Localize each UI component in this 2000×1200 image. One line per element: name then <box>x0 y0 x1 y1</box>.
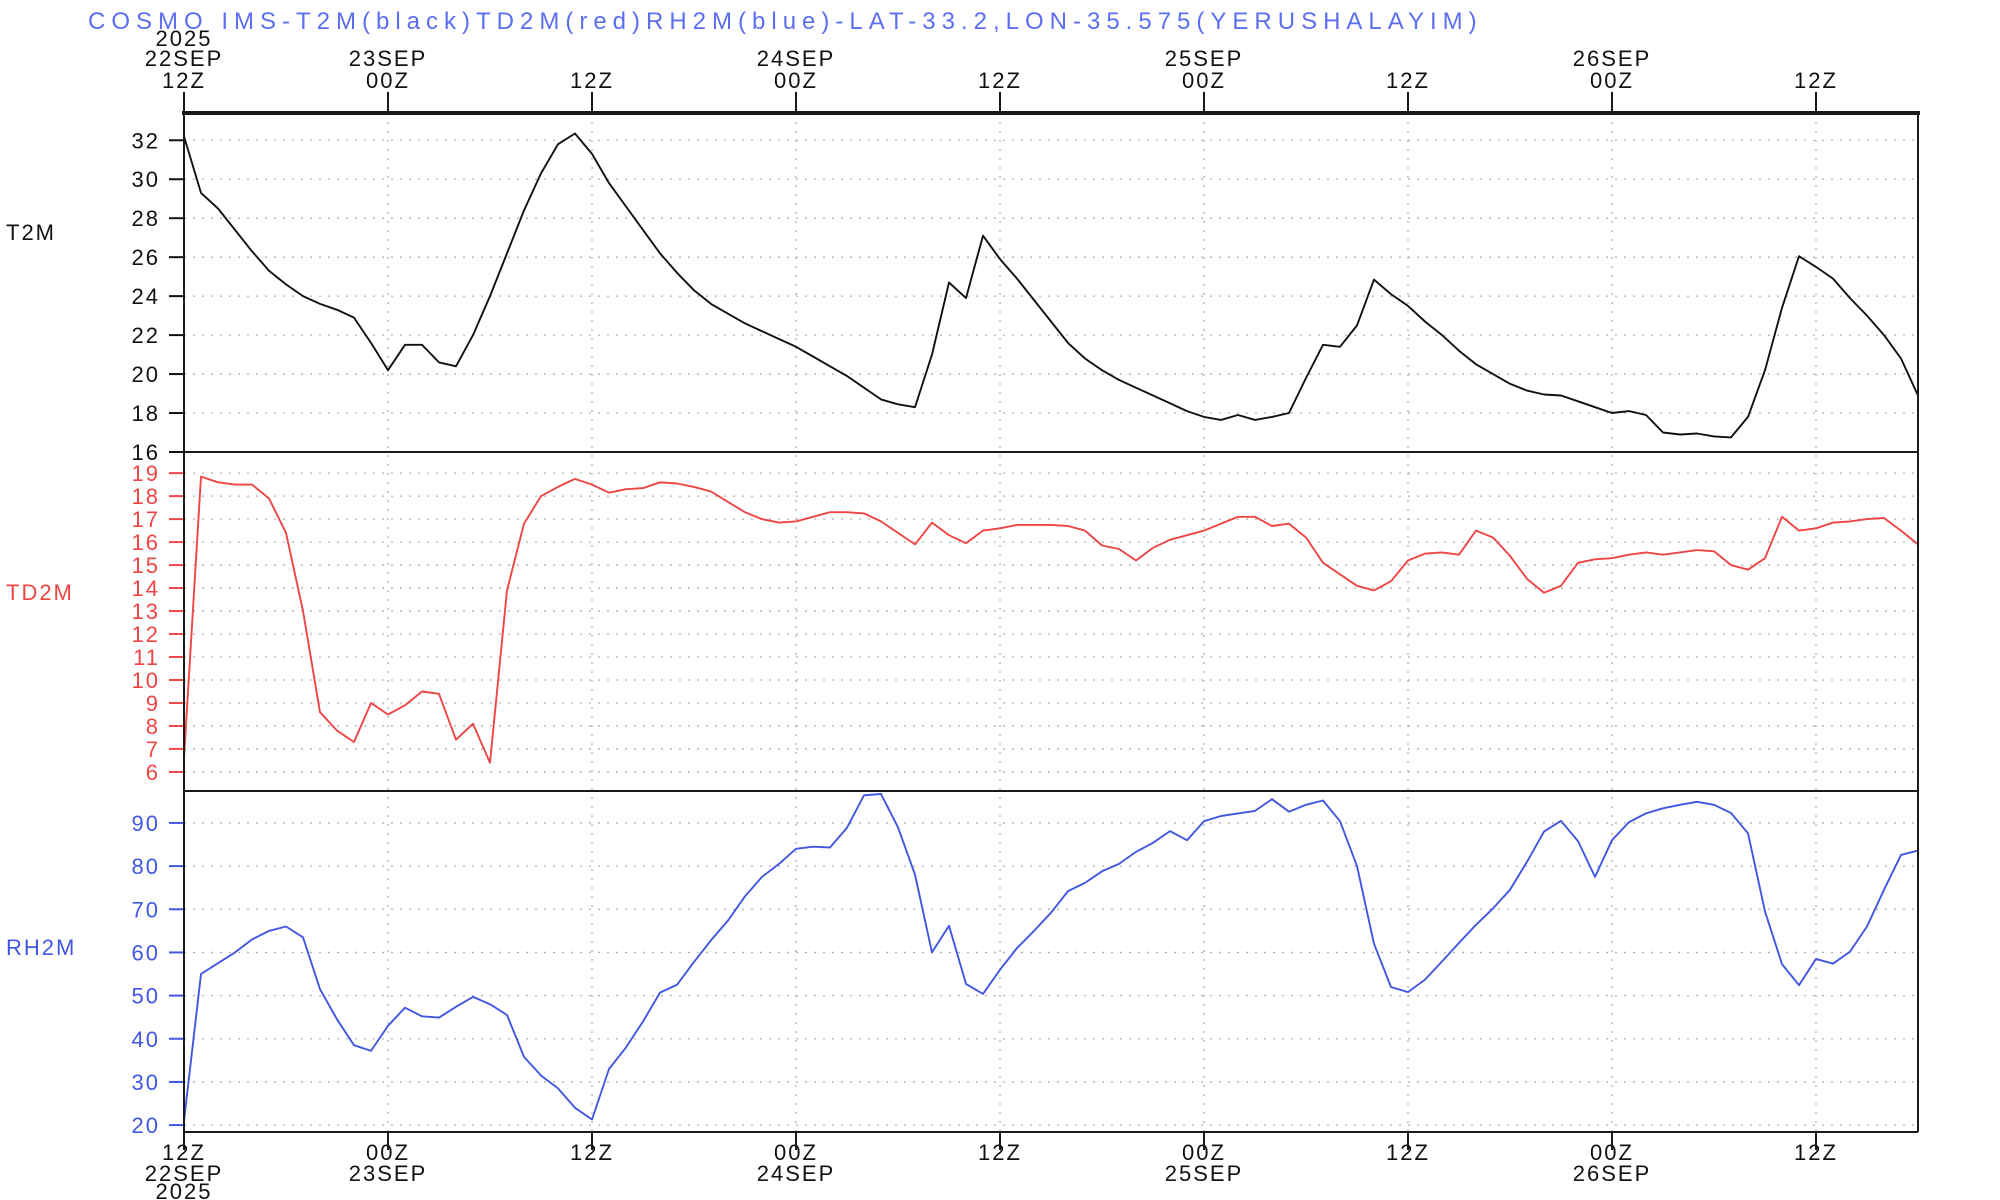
panel-t2m: 32 30 28 26 24 22 20 18 16 T2M <box>6 128 1919 465</box>
top-hour-label: 12Z <box>1386 68 1430 93</box>
rh2m-curve <box>183 793 1919 1122</box>
top-hour-label: 12Z <box>162 68 206 93</box>
top-date-label: 26SEP <box>1573 46 1652 71</box>
bottom-hour-label: 00Z <box>1590 1140 1634 1165</box>
top-hour-label: 12Z <box>570 68 614 93</box>
top-date-label: 22SEP <box>145 46 224 71</box>
bottom-hour-label: 12Z <box>162 1140 206 1165</box>
time-axis: 12Z12Z22SEP22SEP2025202500Z00Z23SEP23SEP… <box>145 26 1838 1200</box>
td2m-ytick-label: 13 <box>132 599 160 624</box>
panel-rh2m: 90 80 70 60 50 40 30 20 RH2M <box>6 793 1919 1138</box>
rh2m-ytick-label: 60 <box>132 940 160 965</box>
bottom-date-label: 24SEP <box>757 1161 836 1186</box>
t2m-ytick-label: 18 <box>132 401 160 426</box>
td2m-ytick-label: 15 <box>132 553 160 578</box>
td2m-ytick-label: 12 <box>132 622 160 647</box>
td2m-ytick-label: 17 <box>132 507 160 532</box>
bottom-date-label: 23SEP <box>349 1161 428 1186</box>
top-hour-label: 12Z <box>978 68 1022 93</box>
t2m-ytick-label: 22 <box>132 323 160 348</box>
top-hour-label: 00Z <box>1590 68 1634 93</box>
vertical-gridlines <box>387 113 1817 1132</box>
td2m-ytick-label: 10 <box>132 668 160 693</box>
rh2m-ytick-label: 50 <box>132 984 160 1009</box>
top-hour-label: 00Z <box>774 68 818 93</box>
bottom-hour-label: 12Z <box>978 1140 1022 1165</box>
rh2m-ytick-label: 80 <box>132 854 160 879</box>
panel-label-rh2m: RH2M <box>6 935 76 960</box>
td2m-ytick-label: 19 <box>132 461 160 486</box>
td2m-ytick-label: 8 <box>146 714 160 739</box>
td2m-ytick-label: 7 <box>146 737 160 762</box>
bottom-hour-label: 00Z <box>1182 1140 1226 1165</box>
td2m-ytick-label: 9 <box>146 691 160 716</box>
bottom-date-label: 25SEP <box>1165 1161 1244 1186</box>
panel-borders <box>182 111 1920 1133</box>
t2m-ytick-label: 28 <box>132 206 160 231</box>
td2m-ytick-label: 18 <box>132 484 160 509</box>
bottom-hour-label: 12Z <box>1386 1140 1430 1165</box>
rh2m-ytick-label: 90 <box>132 811 160 836</box>
rh2m-ytick-label: 20 <box>132 1113 160 1138</box>
rh2m-ytick-label: 30 <box>132 1070 160 1095</box>
top-year-label: 2025 <box>156 26 213 51</box>
t2m-ytick-label: 26 <box>132 245 160 270</box>
rh2m-ytick-label: 70 <box>132 897 160 922</box>
td2m-ytick-label: 11 <box>133 645 160 670</box>
t2m-ytick-label: 30 <box>132 167 160 192</box>
t2m-curve <box>183 132 1919 439</box>
panel-label-t2m: T2M <box>6 220 56 245</box>
td2m-curve <box>183 475 1919 764</box>
bottom-hour-label: 12Z <box>1794 1140 1838 1165</box>
top-hour-label: 12Z <box>1794 68 1838 93</box>
top-date-label: 25SEP <box>1165 46 1244 71</box>
td2m-ytick-label: 14 <box>132 576 160 601</box>
bottom-hour-label: 00Z <box>366 1140 410 1165</box>
top-date-label: 23SEP <box>349 46 428 71</box>
bottom-year-label: 2025 <box>156 1179 213 1200</box>
bottom-hour-label: 12Z <box>570 1140 614 1165</box>
t2m-ytick-label: 24 <box>132 284 160 309</box>
chart-title: COSMO IMS-T2M(black)TD2M(red)RH2M(blue)-… <box>88 8 1483 35</box>
t2m-ytick-label: 20 <box>132 362 160 387</box>
top-date-label: 24SEP <box>757 46 836 71</box>
panel-label-td2m: TD2M <box>6 580 74 605</box>
t2m-ytick-label: 16 <box>132 440 160 465</box>
t2m-ytick-label: 32 <box>132 128 160 153</box>
td2m-ytick-label: 6 <box>146 760 160 785</box>
bottom-date-label: 26SEP <box>1573 1161 1652 1186</box>
rh2m-ytick-label: 40 <box>132 1027 160 1052</box>
bottom-hour-label: 00Z <box>774 1140 818 1165</box>
top-hour-label: 00Z <box>366 68 410 93</box>
top-hour-label: 00Z <box>1182 68 1226 93</box>
td2m-ytick-label: 16 <box>132 530 160 555</box>
bottom-date-label: 22SEP <box>145 1161 224 1186</box>
